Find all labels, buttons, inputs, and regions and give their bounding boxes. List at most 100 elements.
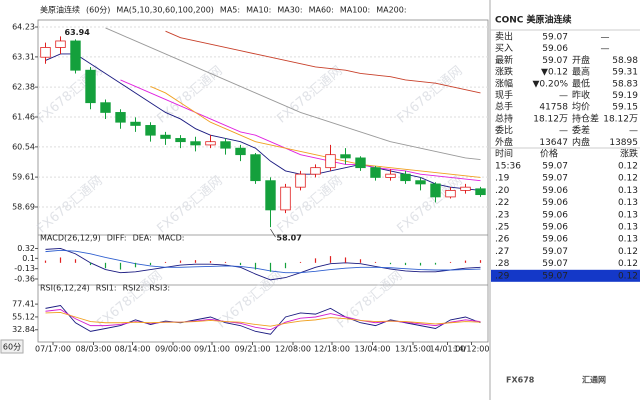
candle-body: [385, 173, 396, 178]
x-tick-label: 08/14:00: [115, 345, 151, 354]
candle-body: [325, 154, 336, 169]
quote-cell: 最低: [572, 77, 590, 89]
tick-cell: .22: [495, 198, 509, 208]
quote-cell: 总持: [495, 112, 513, 124]
logo-cn: 汇通网: [582, 375, 606, 385]
tick-cell: 59.06: [542, 235, 568, 245]
legend-label: DEA:: [133, 234, 152, 243]
quote-cell: —: [601, 33, 610, 43]
legend-label: (60分): [86, 6, 110, 15]
candle-body: [355, 157, 366, 169]
quote-cell: 委差: [572, 124, 590, 136]
y-tick-label: 77.41: [12, 300, 35, 309]
quote-cell: 卖出: [495, 31, 513, 43]
tick-cell: .23: [495, 210, 509, 220]
candle-body: [130, 121, 141, 126]
tick-cell: .29: [495, 271, 510, 281]
indicator-line: [45, 305, 481, 335]
legend-label: DIFF:: [107, 234, 127, 243]
candle-body: [70, 40, 81, 71]
tick-cell: 0.13: [618, 235, 638, 245]
tick-cell: .19: [495, 174, 510, 184]
quote-cell: 昨收: [572, 89, 590, 101]
candle-body: [295, 173, 306, 188]
x-tick-label: 08/03:00: [76, 345, 112, 354]
quote-cell: 59.07: [542, 33, 568, 43]
quote-cell: 买入: [495, 43, 513, 54]
y-tick-label: 63.31: [12, 52, 35, 61]
candle-body: [250, 154, 261, 182]
legend-label: RSI1:: [96, 284, 117, 293]
ma-line: [150, 86, 481, 178]
quote-cell: 59.15: [612, 103, 638, 113]
ma-line: [165, 30, 481, 94]
candle-body: [145, 125, 156, 136]
quote-cell: 59.07: [542, 56, 568, 66]
quote-cell: 现手: [495, 89, 513, 101]
candle-body: [235, 147, 246, 156]
tick-cell: 59.06: [542, 186, 568, 196]
quote-cell: 13647: [539, 138, 568, 148]
legend-label: 美原油连续: [40, 5, 80, 15]
tick-cell: .25: [495, 223, 509, 233]
y-tick-label: 61.46: [12, 112, 35, 121]
tick-cell: .20: [495, 186, 510, 196]
legend-label: MA(5,10,30,60,100,200): [116, 6, 214, 15]
legend-label: MA10:: [246, 6, 271, 15]
tick-cell: 59.07: [542, 259, 568, 269]
period-tab[interactable]: [0, 339, 24, 354]
indicator-line: [45, 248, 481, 281]
tick-cell: 0.12: [618, 247, 638, 257]
tick-cell: 59.06: [542, 198, 568, 208]
quote-title: CONC 美原油连续: [495, 14, 572, 26]
x-tick-label: 09/00:00: [155, 345, 191, 354]
candle-body: [85, 69, 96, 104]
legend-label: MACD:: [158, 234, 185, 243]
candle-body: [100, 102, 111, 113]
max-label: 63.94: [65, 28, 91, 37]
x-tick-label: 13/15:00: [395, 345, 431, 354]
candle-body: [175, 138, 186, 143]
period-label[interactable]: 60分: [3, 343, 21, 352]
y-tick-label: 64.23: [12, 23, 35, 32]
y-tick-label: 0.32: [17, 244, 35, 253]
y-tick-label: 60.54: [12, 142, 35, 151]
candle-body: [475, 188, 486, 196]
candle-body: [280, 186, 291, 211]
min-label: 58.07: [277, 234, 302, 243]
quote-cell: 持仓差: [572, 112, 599, 124]
y-tick-label: 32.84: [12, 325, 35, 334]
quote-cell: 涨幅: [495, 77, 513, 89]
quote-cell: 13895: [609, 138, 638, 148]
candle-body: [340, 154, 351, 159]
candle-body: [115, 112, 126, 123]
tick-header: 价格: [540, 148, 558, 160]
candle-body: [370, 167, 381, 178]
legend-label: MA60:: [309, 6, 334, 15]
quote-cell: 涨跌: [495, 67, 513, 78]
quote-cell: —: [629, 126, 638, 136]
candle-body: [40, 47, 51, 58]
y-tick-label: 0.1: [22, 254, 35, 263]
quote-cell: 59.31: [612, 68, 638, 78]
y-tick-label: -0.36: [14, 274, 35, 283]
x-tick-label: 14/12:00: [454, 345, 490, 354]
tick-cell: .27: [495, 247, 509, 257]
quote-cell: 18.12万: [533, 114, 568, 124]
indicator-line: [45, 249, 481, 274]
quote-cell: 最新: [495, 54, 513, 66]
legend-label: MA30:: [277, 6, 302, 15]
legend-label: MA200:: [376, 6, 406, 15]
selected-row: [491, 269, 640, 282]
candle-body: [460, 186, 471, 191]
quote-cell: 总手: [495, 101, 513, 113]
legend-label: MA5:: [220, 6, 240, 15]
x-tick-label: 09/21:00: [235, 345, 271, 354]
y-tick-label: 55.12: [12, 312, 35, 321]
tick-cell: 0.13: [618, 210, 638, 220]
candle-body: [205, 141, 216, 146]
legend-label: RSI(6,12,24): [40, 284, 90, 293]
tick-header: 时间: [495, 148, 513, 160]
quote-cell: 59.06: [542, 44, 568, 54]
